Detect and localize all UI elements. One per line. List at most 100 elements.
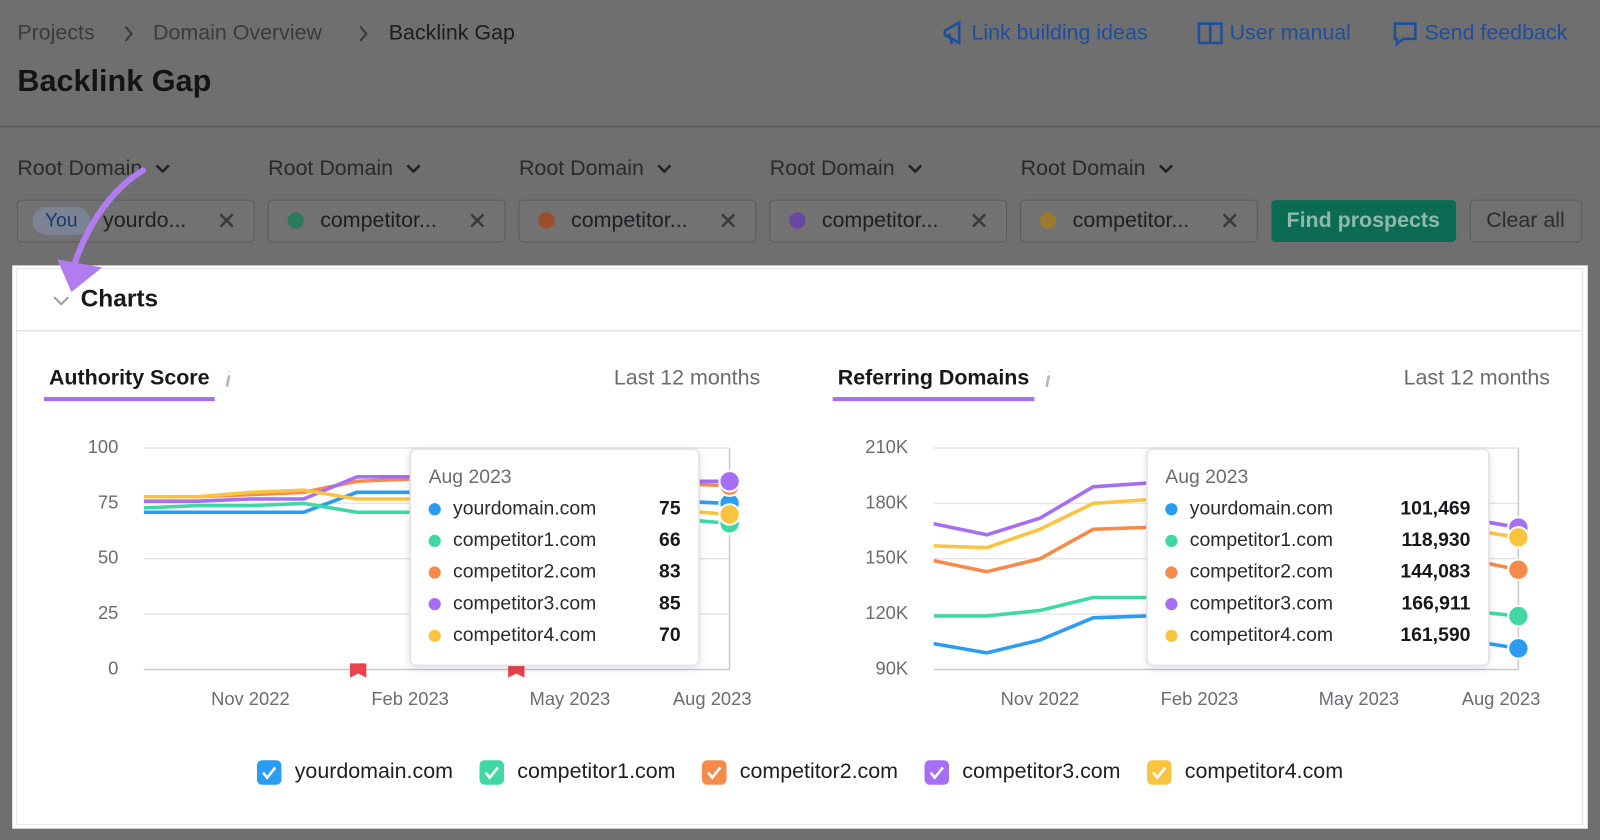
end-marker (1507, 558, 1530, 581)
end-marker (1507, 604, 1530, 628)
domain-value: competitor... (822, 208, 939, 232)
chart-period: Last 12 months (1404, 365, 1550, 389)
legend-item[interactable]: yourdomain.com (256, 759, 453, 785)
breadcrumb[interactable]: Projects (17, 20, 94, 44)
breadcrumb-separator (359, 25, 368, 42)
legend-item[interactable]: competitor3.com (924, 759, 1121, 785)
tooltip-value: 101,469 (1400, 497, 1470, 519)
remove-icon[interactable] (971, 213, 987, 228)
remove-icon[interactable] (219, 213, 234, 228)
y-tick-label: 120K (865, 602, 909, 623)
tooltip-name: competitor3.com (1190, 592, 1333, 614)
x-tick-label: Nov 2022 (211, 688, 290, 709)
legend-checkbox[interactable] (702, 760, 727, 785)
legend-checkbox[interactable] (479, 760, 504, 785)
legend: yourdomain.com competitor1.com competitor2… (256, 759, 1343, 785)
domain-chip[interactable] (1020, 199, 1258, 243)
chart-title[interactable]: Authority Score (49, 365, 210, 389)
legend-label: competitor3.com (962, 759, 1120, 783)
event-flag (508, 663, 525, 678)
you-badge-label: You (45, 210, 78, 232)
info-icon (225, 371, 231, 388)
legend-item[interactable]: competitor4.com (1147, 759, 1343, 785)
charts: Authority Score Last 12 months 0 25 50 75 100 N… (43, 365, 1550, 709)
you-badge (32, 207, 90, 235)
legend-checkbox[interactable] (924, 760, 950, 785)
tooltip-value: 66 (659, 529, 681, 551)
tooltip-name: yourdomain.com (1190, 497, 1333, 519)
legend-checkbox[interactable] (1147, 760, 1172, 785)
y-tick-label: 100 (88, 436, 119, 457)
event-flag (350, 663, 367, 678)
link[interactable]: Link building ideas (971, 20, 1147, 44)
legend-item[interactable]: competitor2.com (702, 759, 898, 785)
domain-value: competitor... (1073, 208, 1190, 232)
filter-label[interactable]: Root Domain (17, 156, 142, 180)
dropdown-chevron (657, 164, 672, 174)
domain-value: yourdo... (103, 208, 186, 232)
tooltip-value: 85 (659, 592, 681, 614)
book-icon (1197, 22, 1223, 45)
chart-title[interactable]: Referring Domains (838, 365, 1030, 389)
tooltip-title: Aug 2023 (429, 466, 512, 488)
x-tick-label: Nov 2022 (1001, 688, 1080, 709)
remove-icon[interactable] (721, 213, 736, 228)
remove-icon[interactable] (470, 213, 485, 228)
tooltip-value: 161,590 (1400, 624, 1470, 646)
tooltip-name: competitor4.com (1190, 624, 1333, 646)
domain-chip[interactable] (518, 199, 757, 243)
tooltip-name: competitor2.com (1190, 561, 1333, 583)
link[interactable]: User manual (1230, 20, 1351, 44)
domain-value: competitor... (320, 208, 437, 232)
tooltip-dot (1165, 629, 1178, 642)
info-icon (1045, 371, 1051, 388)
tooltip-dot (1165, 566, 1178, 579)
dropdown-chevron (908, 164, 923, 174)
domain-dot (538, 212, 555, 229)
breadcrumb[interactable]: Domain Overview (153, 20, 322, 44)
legend-checkbox[interactable] (256, 760, 282, 785)
tooltip-dot (428, 534, 441, 548)
breadcrumb-separator (124, 25, 133, 42)
domain-chip[interactable] (267, 199, 506, 243)
y-tick-label: 25 (98, 602, 118, 623)
megaphone-icon (943, 20, 961, 46)
chart-period: Last 12 months (614, 365, 760, 389)
tooltip-dot (428, 629, 441, 642)
end-marker (1507, 637, 1530, 660)
card-border (15, 267, 1584, 826)
checkmark (1152, 766, 1167, 780)
filter-label[interactable]: Root Domain (519, 156, 644, 180)
tooltip (409, 448, 700, 667)
filter-label[interactable]: Root Domain (268, 156, 393, 180)
x-tick-label: Aug 2023 (673, 688, 752, 709)
dropdown-chevron (155, 164, 170, 174)
domain-chip[interactable] (769, 199, 1008, 243)
filter-label[interactable]: Root Domain (770, 156, 895, 180)
legend-label: yourdomain.com (295, 759, 453, 783)
tooltip-dot (428, 598, 441, 611)
domain-dot (287, 212, 304, 229)
x-tick-label: May 2023 (530, 688, 611, 709)
breadcrumb-current: Backlink Gap (389, 20, 515, 44)
end-marker (718, 470, 741, 493)
legend-item[interactable]: competitor1.com (479, 759, 675, 785)
end-marker (718, 503, 741, 526)
feedback-icon (1393, 22, 1417, 47)
find-prospects-button[interactable] (1271, 200, 1457, 242)
tooltip-name: competitor1.com (1190, 529, 1333, 551)
annotation-arrowhead (57, 259, 103, 292)
tooltip-dot (1165, 598, 1178, 611)
y-tick-label: 180K (865, 491, 909, 512)
filter-label[interactable]: Root Domain (1021, 156, 1146, 180)
page-title: Backlink Gap (17, 64, 211, 98)
clear-all-button[interactable] (1469, 199, 1583, 243)
dropdown-chevron (1158, 164, 1173, 174)
remove-icon[interactable] (1222, 213, 1237, 228)
collapse-chevron[interactable] (53, 296, 70, 306)
link[interactable]: Send feedback (1424, 20, 1567, 44)
checkmark (707, 766, 722, 780)
tooltip-value: 70 (659, 624, 681, 646)
tooltip-value: 118,930 (1401, 529, 1470, 551)
